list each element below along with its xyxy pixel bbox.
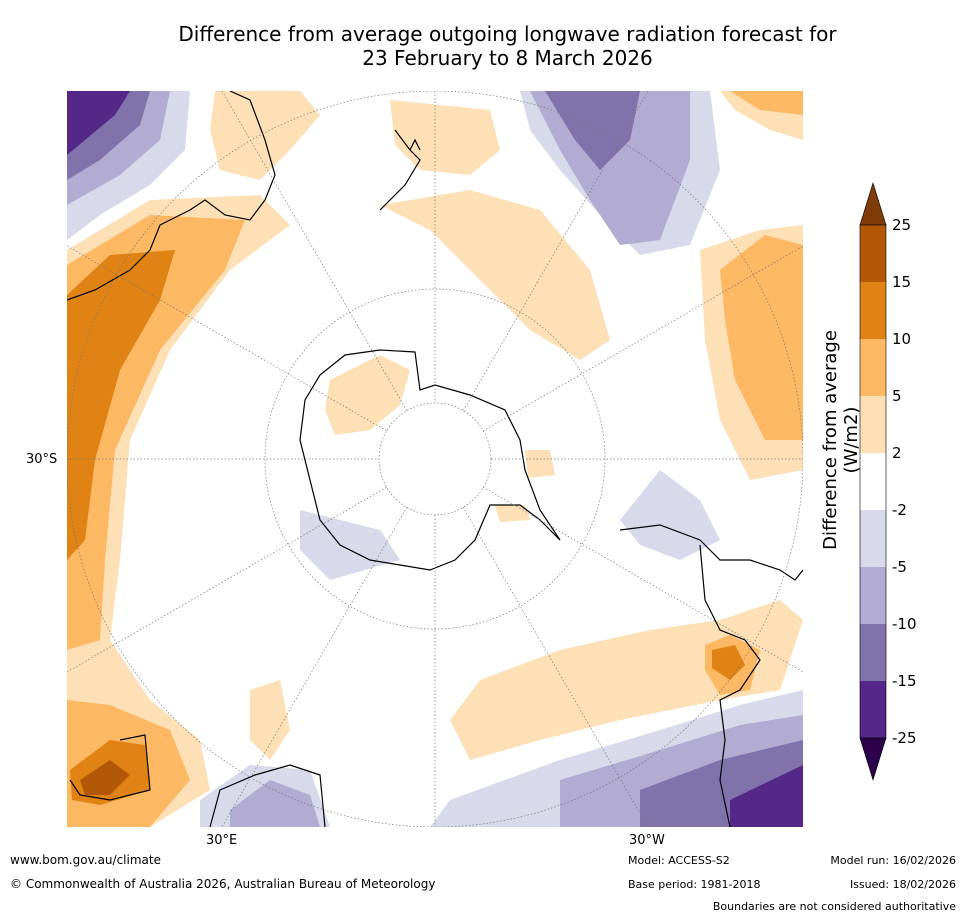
australia-coastline: [67, 91, 276, 301]
longitude-label-30w: 30°W: [629, 833, 665, 848]
colorbar-tick-label: 15: [892, 273, 912, 291]
model-run-text: Model run: 16/02/2026: [830, 854, 956, 867]
colorbar-tick-label: -5: [892, 558, 907, 576]
south-america-coastline: [619, 524, 803, 827]
latitude-label-30s: 30°S: [26, 452, 58, 467]
copyright-text: © Commonwealth of Australia 2026, Austra…: [10, 877, 436, 891]
disclaimer-text: Boundaries are not considered authoritat…: [712, 900, 956, 913]
model-text: Model: ACCESS-S2: [628, 854, 730, 867]
map-title: Difference from average outgoing longwav…: [100, 22, 915, 70]
issued-text: Issued: 18/02/2026: [849, 878, 956, 891]
longitude-label-30e: 30°E: [206, 833, 238, 848]
graticule: [67, 91, 803, 827]
base-period-text: Base period: 1981-2018: [628, 878, 761, 891]
new-zealand-coastline: [379, 129, 421, 211]
coastlines: [67, 91, 803, 827]
colorbar-tick-label: 5: [892, 387, 902, 405]
negative-anomaly-regions: [67, 91, 803, 827]
africa-coastline: [69, 734, 326, 827]
colorbar-label: Difference from average (W/m2): [820, 330, 862, 550]
colorbar-tick-label: -25: [892, 729, 917, 747]
colorbar-tick-label: -10: [892, 615, 917, 633]
website-text: www.bom.gov.au/climate: [10, 853, 161, 867]
colorbar-tick-label: -15: [892, 672, 917, 690]
title-line-2: 23 February to 8 March 2026: [362, 46, 653, 70]
colorbar-tick-label: 25: [892, 216, 912, 234]
title-line-1: Difference from average outgoing longwav…: [178, 22, 837, 46]
colorbar-tick-label: 2: [892, 444, 902, 462]
colorbar-tick-label: -2: [892, 501, 907, 519]
antarctica-coastline: [299, 349, 561, 571]
colorbar-tick-label: 10: [892, 330, 912, 348]
positive-anomaly-regions: [67, 91, 803, 827]
